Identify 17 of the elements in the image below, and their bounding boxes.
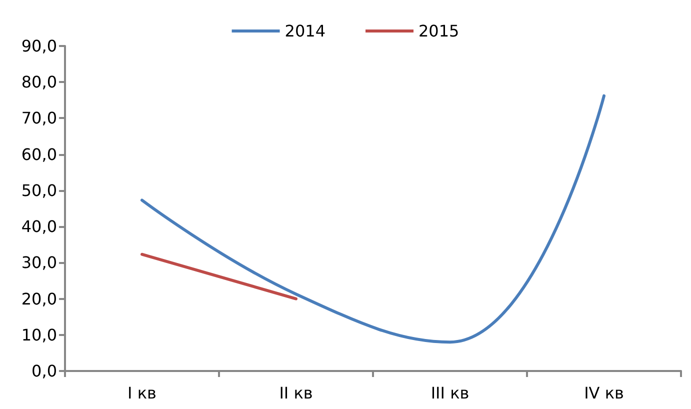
- y-tick-label: 60,0: [21, 144, 57, 164]
- legend-label: 2015: [418, 22, 460, 40]
- y-tick-label: 0,0: [32, 362, 57, 380]
- x-tick-label: IV кв: [584, 384, 624, 402]
- y-tick-label: 50,0: [21, 180, 57, 200]
- y-tick-label: 20,0: [21, 289, 57, 308]
- y-tick-label: 70,0: [21, 108, 57, 128]
- x-tick-label: I кв: [128, 384, 156, 402]
- y-tick-label: 90,0: [21, 36, 57, 56]
- legend-label: 2014: [284, 22, 326, 40]
- line-series: [140, 94, 606, 344]
- y-tick-label: 10,0: [21, 325, 57, 344]
- y-tick-label: 30,0: [21, 253, 57, 272]
- y-tick-label: 80,0: [21, 72, 57, 92]
- x-tick-label: II кв: [279, 384, 313, 402]
- x-tick-label: III кв: [430, 384, 470, 402]
- y-tick-label: 40,0: [21, 217, 57, 236]
